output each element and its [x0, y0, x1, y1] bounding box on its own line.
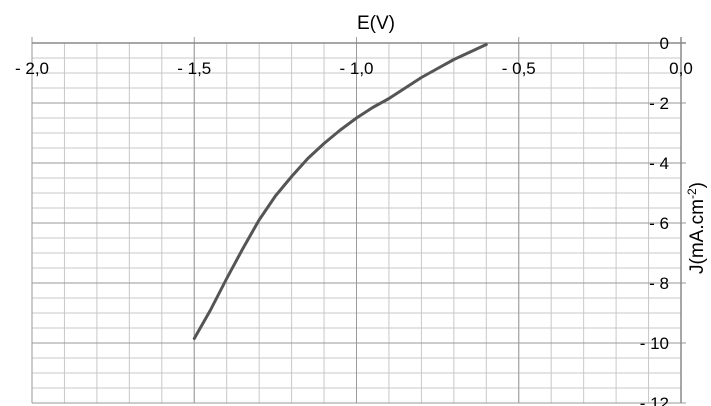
y-axis-title: J(mA.cm-2) — [685, 182, 708, 274]
x-axis-title: E(V) — [357, 13, 395, 34]
y-tick-label-6: - 12 — [640, 394, 669, 406]
x-tick-labels: - 2,0 - 1,5 - 1,0 - 0,5 0,0 — [15, 59, 693, 78]
y-tick-label-4: - 8 — [649, 274, 669, 293]
x-tick-label-3: - 0,5 — [502, 59, 536, 78]
series-line — [192, 43, 488, 340]
y-tick-label-1: - 2 — [649, 94, 669, 113]
y-axis-title-main: J(mA.cm — [687, 199, 708, 274]
y-tick-labels: 0 - 2 - 4 - 6 - 8 - 10 - 12 — [640, 34, 669, 406]
x-tick-label-1: - 1,5 — [177, 59, 211, 78]
x-tick-label-2: - 1,0 — [339, 59, 373, 78]
x-tick-label-4: 0,0 — [669, 59, 693, 78]
y-tick-label-0: 0 — [660, 34, 669, 53]
axes — [32, 37, 686, 403]
y-tick-label-2: - 4 — [649, 154, 669, 173]
x-tick-label-0: - 2,0 — [15, 59, 49, 78]
y-axis-title-close: ) — [687, 182, 708, 188]
y-axis-title-superscript: -2 — [685, 188, 699, 199]
major-grid — [31, 37, 686, 404]
y-tick-label-3: - 6 — [649, 214, 669, 233]
y-tick-label-5: - 10 — [640, 334, 669, 353]
